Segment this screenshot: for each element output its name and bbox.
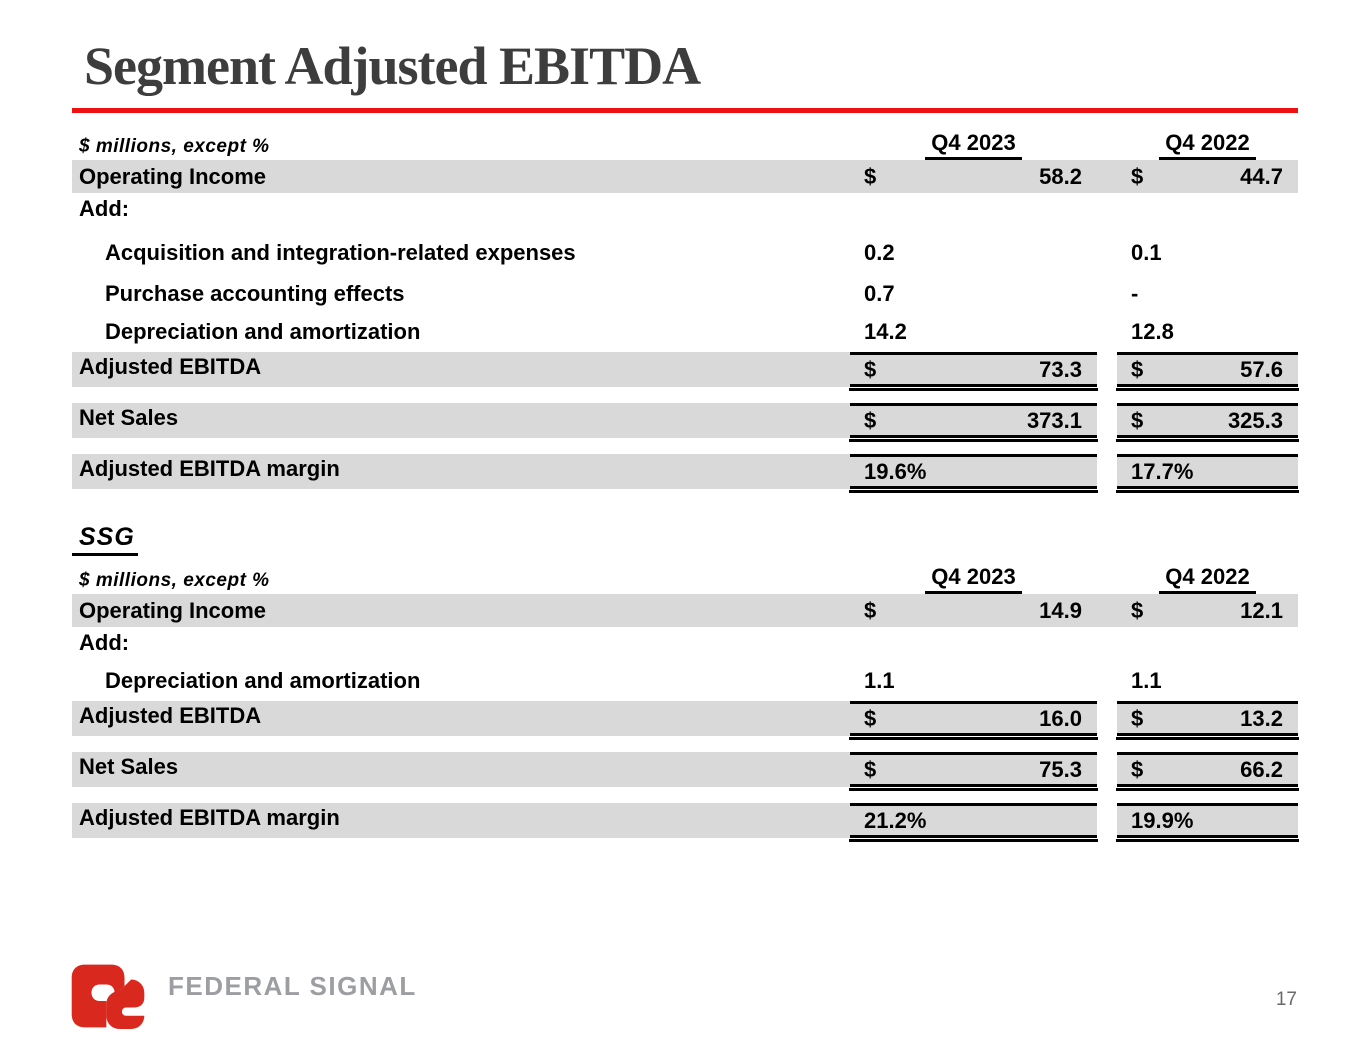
segment-table-1: $ millions, except % Q4 2023 Q4 2022 Ope… [72, 129, 1299, 493]
slide-content: Segment Adjusted EBITDA $ millions, exce… [72, 0, 1299, 842]
value-cell: $ 325.3 [1116, 403, 1299, 442]
column-header-q4-2022: Q4 2022 [1117, 564, 1298, 594]
column-header-q4-2023: Q4 2023 [850, 564, 1097, 594]
table-row-depreciation: Depreciation and amortization 1.1 1.1 [72, 665, 1298, 697]
column-header-q4-2023: Q4 2023 [850, 130, 1097, 160]
table-row-operating-income: Operating Income $ 58.2 $ 44.7 [72, 160, 1298, 193]
units-label: $ millions, except % [79, 570, 270, 591]
table-row-adjusted-ebitda: Adjusted EBITDA $ 16.0 $ 13.2 [72, 701, 1299, 740]
value-cell: $ 12.1 [1117, 594, 1298, 627]
page-number: 17 [1275, 989, 1297, 1010]
table-row-operating-income: Operating Income $ 14.9 $ 12.1 [72, 594, 1298, 627]
value-cell: $ 75.3 [849, 752, 1098, 791]
value-cell: 17.7% [1116, 454, 1299, 493]
value-cell: 0.1 [1131, 240, 1162, 265]
table-row-depreciation: Depreciation and amortization 14.2 12.8 [72, 316, 1298, 348]
value-cell: $ 58.2 [850, 160, 1097, 193]
table-row-ebitda-margin: Adjusted EBITDA margin 21.2% 19.9% [72, 803, 1299, 842]
value-cell: 19.9% [1116, 803, 1299, 842]
value-cell: 12.8 [1131, 319, 1174, 344]
value-cell: 19.6% [849, 454, 1098, 493]
table-header-row: $ millions, except % Q4 2023 Q4 2022 [72, 129, 1298, 160]
table-row-net-sales: Net Sales $ 75.3 $ 66.2 [72, 752, 1299, 791]
title-divider [72, 108, 1298, 113]
value-cell: 14.2 [864, 319, 907, 344]
segment-table-ssg: $ millions, except % Q4 2023 Q4 2022 Ope… [72, 563, 1299, 842]
value-cell: $ 44.7 [1117, 160, 1298, 193]
value-cell: $ 373.1 [849, 403, 1098, 442]
value-cell: 0.7 [864, 281, 895, 306]
table-row-add: Add: [79, 630, 130, 655]
value-cell: 1.1 [864, 668, 895, 693]
federal-signal-fs-icon [71, 964, 145, 1029]
value-cell: $ 16.0 [849, 701, 1098, 740]
value-cell: 1.1 [1131, 668, 1162, 693]
value-cell: 0.2 [864, 240, 895, 265]
column-header-q4-2022: Q4 2022 [1117, 130, 1298, 160]
table-row-net-sales: Net Sales $ 373.1 $ 325.3 [72, 403, 1299, 442]
segment-label-ssg: SSG [72, 523, 138, 556]
value-cell: $ 66.2 [1116, 752, 1299, 791]
units-label: $ millions, except % [79, 136, 270, 157]
table-row-ebitda-margin: Adjusted EBITDA margin 19.6% 17.7% [72, 454, 1299, 493]
table-row-add: Add: [79, 196, 130, 221]
value-cell: $ 73.3 [849, 352, 1098, 391]
table-row-adjusted-ebitda: Adjusted EBITDA $ 73.3 $ 57.6 [72, 352, 1299, 391]
value-cell: 21.2% [849, 803, 1098, 842]
federal-signal-logo: FEDERAL SIGNAL [70, 963, 417, 1029]
table-row-acquisition-expenses: Acquisition and integration-related expe… [72, 237, 1298, 269]
value-cell: $ 13.2 [1116, 701, 1299, 740]
table-header-row: $ millions, except % Q4 2023 Q4 2022 [72, 563, 1298, 594]
page-title: Segment Adjusted EBITDA [84, 36, 701, 96]
value-cell: - [1131, 281, 1139, 306]
table-row-purchase-accounting: Purchase accounting effects 0.7 - [72, 278, 1298, 310]
value-cell: $ 14.9 [850, 594, 1097, 627]
logo-wordmark: FEDERAL SIGNAL [168, 971, 417, 1001]
value-cell: $ 57.6 [1116, 352, 1299, 391]
segment-label-row: SSG [72, 523, 1298, 557]
